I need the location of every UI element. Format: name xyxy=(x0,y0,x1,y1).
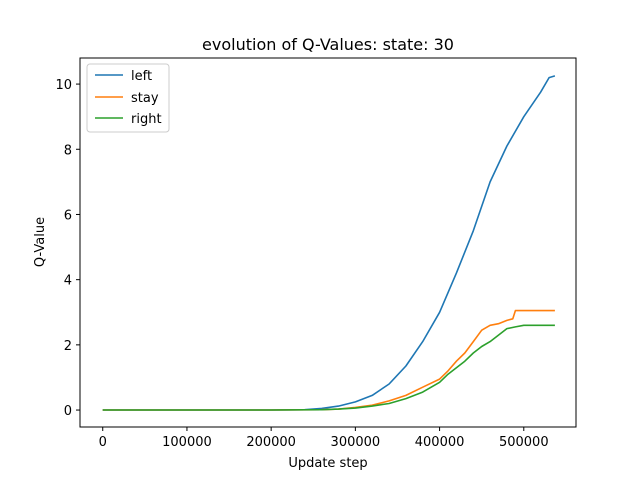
y-axis: 0 2 4 6 8 10 xyxy=(55,78,80,419)
x-axis: 0 100000 200000 300000 400000 500000 xyxy=(99,427,549,450)
y-tick-label: 4 xyxy=(64,274,72,289)
chart-title: evolution of Q-Values: state: 30 xyxy=(202,35,454,54)
legend: left stay right xyxy=(86,63,170,133)
x-axis-label: Update step xyxy=(288,456,367,471)
legend-label-stay: stay xyxy=(131,91,159,106)
series-layer xyxy=(102,75,556,411)
axes-frame xyxy=(79,57,577,428)
y-tick-label: 6 xyxy=(64,208,72,223)
legend-box xyxy=(86,63,170,133)
x-tick-label: 200000 xyxy=(246,435,296,450)
y-tick-label: 8 xyxy=(64,143,72,158)
series-line-right xyxy=(102,324,555,411)
x-tick-label: 400000 xyxy=(415,435,465,450)
x-tick-label: 100000 xyxy=(162,435,212,450)
y-axis-label: Q-Value xyxy=(33,217,48,267)
y-tick-label: 0 xyxy=(64,404,72,419)
x-tick-label: 0 xyxy=(99,435,107,450)
legend-label-left: left xyxy=(131,69,152,84)
y-tick-label: 10 xyxy=(55,78,72,93)
legend-label-right: right xyxy=(131,112,162,127)
x-tick-label: 500000 xyxy=(499,435,549,450)
y-tick-label: 2 xyxy=(64,339,72,354)
x-tick-label: 300000 xyxy=(331,435,381,450)
